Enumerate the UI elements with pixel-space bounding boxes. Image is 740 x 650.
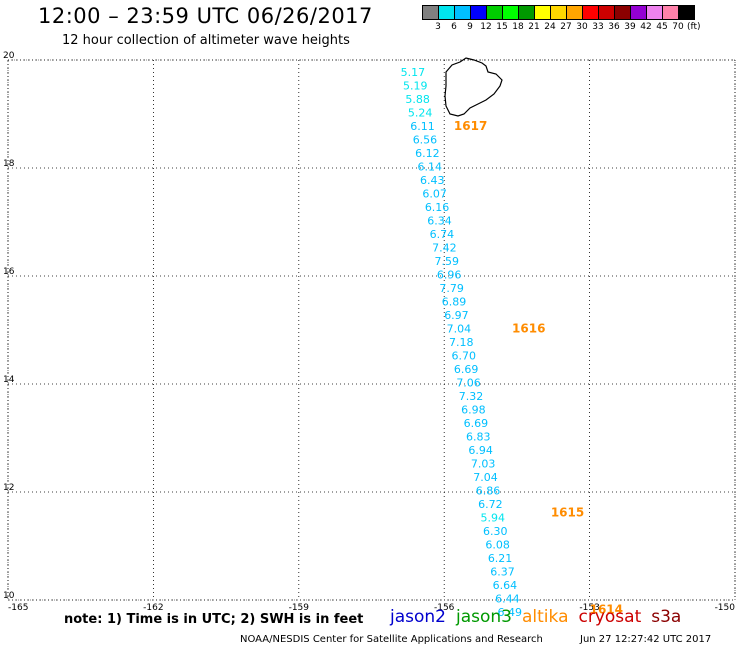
color-scale-label: 15	[496, 22, 508, 32]
satellite-legend: jason2 jason3 altika cryosat s3a	[390, 607, 691, 627]
time-labels: 1617 1616 1615 1614	[454, 119, 623, 616]
time-label: 1615	[551, 505, 584, 519]
lon-tick-label: -156	[434, 603, 455, 613]
swh-value: 6.94	[468, 444, 493, 457]
swh-value: 6.37	[490, 566, 515, 579]
swh-value: 7.04	[447, 323, 472, 336]
color-scale-swatches	[422, 5, 701, 20]
swh-value: 7.18	[449, 336, 474, 349]
lon-tick-label: -150	[715, 603, 736, 613]
swh-value: 6.96	[437, 269, 462, 282]
swh-value: 6.16	[425, 201, 450, 214]
time-label: 1617	[454, 119, 487, 133]
swh-value: 6.11	[410, 120, 435, 133]
color-swatch	[678, 5, 695, 20]
swh-value: 7.79	[439, 282, 464, 295]
color-scale-label: 27	[560, 22, 572, 32]
swh-value: 6.83	[466, 431, 491, 444]
color-scale-label: 70	[672, 22, 684, 32]
swh-value: 6.74	[430, 228, 455, 241]
legend-cryosat: cryosat	[578, 607, 642, 627]
page-title: 12:00 – 23:59 UTC 06/26/2017	[38, 4, 373, 28]
legend-jason3: jason3	[456, 607, 512, 627]
color-scale-label: 42	[640, 22, 652, 32]
color-scale-label: 21	[528, 22, 540, 32]
swh-value: 6.89	[442, 296, 467, 309]
swh-value: 5.17	[401, 66, 426, 79]
color-scale-label: 18	[512, 22, 524, 32]
swh-value: 6.97	[444, 309, 469, 322]
swh-value: 6.12	[415, 147, 440, 160]
swh-value: 7.59	[435, 255, 460, 268]
map-frame	[7, 59, 736, 601]
color-scale-label: 39	[624, 22, 636, 32]
color-scale-label: 33	[592, 22, 604, 32]
swh-value: 5.19	[403, 80, 428, 93]
swh-value: 7.32	[459, 390, 484, 403]
note-text: note: 1) Time is in UTC; 2) SWH is in fe…	[64, 612, 364, 627]
color-scale-unit: (ft)	[687, 22, 701, 32]
time-label: 1614	[590, 603, 623, 617]
color-scale-label: 6	[451, 22, 457, 32]
lat-tick-label: 18	[3, 159, 15, 169]
color-scale-bar: 3 6 9 12 15 18 21 24 27 30 33 36 39 42 45 70 (ft)	[422, 5, 701, 32]
swh-value: 5.94	[481, 512, 506, 525]
legend-jason2: jason2	[390, 607, 446, 627]
coastline	[444, 57, 503, 117]
color-scale-label: 12	[480, 22, 492, 32]
swh-value: 6.14	[418, 161, 443, 174]
swh-value: 6.72	[478, 498, 503, 511]
swh-value: 6.69	[454, 363, 479, 376]
lat-tick-label: 10	[3, 591, 15, 601]
swh-value: 7.06	[456, 377, 481, 390]
color-scale-label: 36	[608, 22, 620, 32]
lon-tick-label: -162	[143, 603, 163, 613]
swh-value: 5.88	[405, 93, 430, 106]
footer-timestamp: Jun 27 12:27:42 UTC 2017	[580, 634, 712, 645]
page-subtitle: 12 hour collection of altimeter wave hei…	[62, 33, 350, 48]
swh-value: 7.04	[473, 471, 498, 484]
swh-value: 6.07	[422, 188, 447, 201]
footer-credit: NOAA/NESDIS Center for Satellite Applica…	[240, 634, 543, 645]
color-scale-label: 24	[544, 22, 556, 32]
swh-value: 6.64	[493, 579, 517, 592]
swh-value: 6.70	[451, 350, 476, 363]
time-label: 1616	[512, 322, 545, 336]
color-scale-label: 30	[576, 22, 588, 32]
swh-value: 6.43	[420, 174, 445, 187]
swh-value: 6.98	[461, 404, 486, 417]
legend-s3a: s3a	[651, 607, 682, 627]
swh-value: 6.56	[413, 134, 438, 147]
lon-tick-label: -153	[579, 603, 599, 613]
lat-tick-label: 12	[3, 483, 14, 493]
lon-tick-label: -165	[8, 603, 28, 613]
color-scale-label: 9	[467, 22, 473, 32]
swh-value: 6.30	[483, 525, 508, 538]
lat-tick-label: 20	[3, 51, 15, 61]
axis-tick-labels: -165 -162 -159 -156 -153 -150 10 12 14 16 18 20	[3, 51, 735, 613]
swh-value: 6.44	[495, 593, 519, 606]
swh-value: 6.34	[427, 215, 452, 228]
swh-value: 6.86	[476, 485, 501, 498]
swh-value: 7.03	[471, 458, 496, 471]
swh-value: 6.21	[488, 552, 513, 565]
legend-altika: altika	[522, 607, 569, 627]
altimeter-track: 5.175.195.885.246.116.566.126.146.436.07…	[401, 66, 522, 619]
lat-tick-label: 14	[3, 375, 15, 385]
hawaii-island-outline	[444, 57, 503, 117]
map-grid	[7, 59, 736, 601]
swh-value: 6.49	[498, 606, 522, 619]
swh-value: 7.42	[432, 242, 457, 255]
swh-value: 6.69	[464, 417, 489, 430]
swh-value: 5.24	[408, 107, 433, 120]
color-scale-labels: 3 6 9 12 15 18 21 24 27 30 33 36 39 42 45 70 (ft)	[422, 22, 701, 32]
swh-value: 6.08	[485, 539, 510, 552]
color-scale-label: 45	[656, 22, 668, 32]
lat-tick-label: 16	[3, 267, 15, 277]
color-scale-label: 3	[435, 22, 441, 32]
lon-tick-label: -159	[289, 603, 310, 613]
